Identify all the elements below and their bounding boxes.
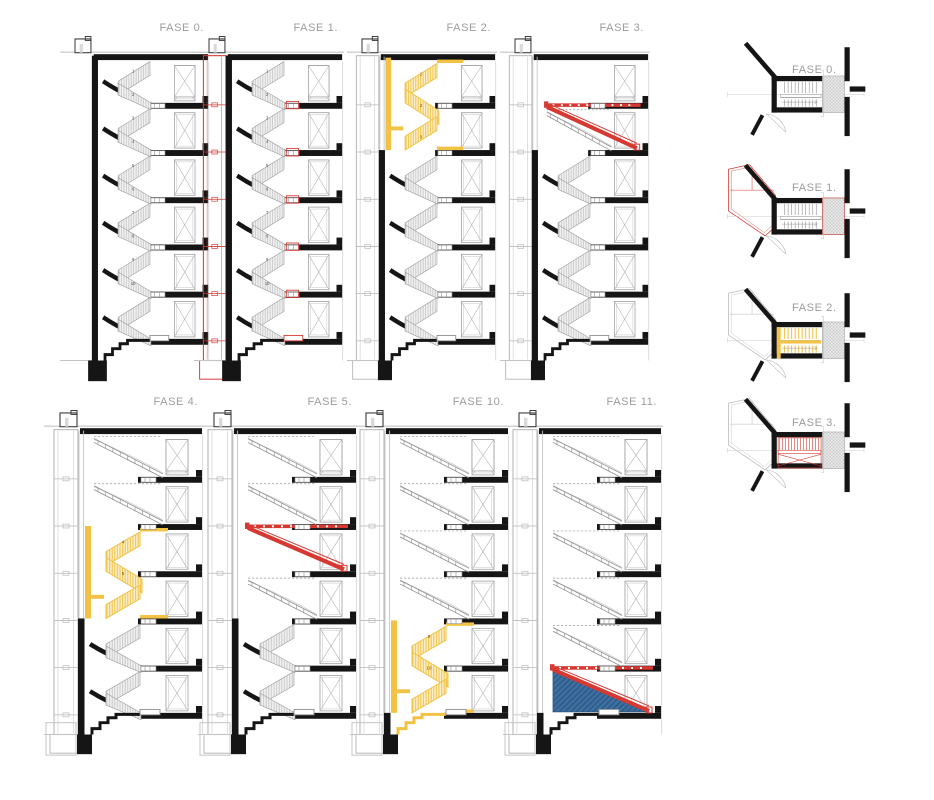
section-drawing-fase-11 [503, 410, 663, 756]
svg-text:10: 10 [265, 281, 270, 286]
section-fase-1: FASE 1. 1 2 3 4 5 6 7 8 9 10 [194, 22, 344, 390]
plan-drawing-plan-fase-2 [727, 288, 866, 383]
section-fase-0: FASE 0. 1 2 3 4 5 6 7 8 9 10 [60, 22, 210, 390]
section-fase-11: FASE 11. [503, 396, 663, 764]
svg-text:2: 2 [420, 103, 423, 108]
svg-text:3: 3 [132, 115, 135, 120]
section-drawing-fase-5 [198, 410, 358, 756]
plan-plan-fase-1: FASE 1. [726, 164, 866, 262]
section-label-fase-11: FASE 11. [606, 396, 657, 408]
section-drawing-fase-1: 1 2 3 4 5 6 7 8 9 10 [194, 36, 344, 382]
section-label-fase-10: FASE 10. [452, 396, 504, 408]
plan-drawing-plan-fase-3 [727, 398, 866, 493]
svg-text:2: 2 [132, 92, 135, 97]
svg-text:9: 9 [428, 634, 431, 639]
svg-text:5: 5 [132, 163, 135, 168]
section-label-fase-5: FASE 5. [307, 396, 352, 408]
svg-text:3: 3 [266, 115, 269, 120]
svg-text:8: 8 [132, 233, 135, 238]
section-label-fase-4: FASE 4. [153, 396, 198, 408]
svg-text:5: 5 [122, 571, 125, 576]
section-fase-5: FASE 5. [198, 396, 358, 764]
svg-text:7: 7 [132, 210, 135, 215]
section-label-fase-2: FASE 2. [446, 22, 491, 34]
plan-drawing-plan-fase-0 [727, 42, 866, 137]
svg-text:7: 7 [266, 210, 269, 215]
section-label-fase-0: FASE 0. [159, 22, 204, 34]
svg-text:10: 10 [427, 666, 432, 671]
plan-label-plan-fase-3: FASE 3. [792, 417, 837, 429]
svg-text:6: 6 [132, 186, 135, 191]
svg-text:4: 4 [132, 139, 135, 144]
plan-label-plan-fase-0: FASE 0. [792, 64, 837, 76]
svg-text:5: 5 [266, 163, 269, 168]
svg-text:2: 2 [266, 92, 269, 97]
svg-text:3: 3 [420, 134, 423, 139]
plan-label-plan-fase-1: FASE 1. [792, 182, 837, 194]
plan-label-plan-fase-2: FASE 2. [792, 302, 837, 314]
plan-plan-fase-2: FASE 2. [726, 288, 866, 386]
svg-text:1: 1 [420, 71, 423, 76]
section-fase-3: FASE 3. [500, 22, 650, 390]
svg-text:9: 9 [132, 257, 135, 262]
svg-text:1: 1 [266, 68, 269, 73]
section-label-fase-3: FASE 3. [599, 22, 644, 34]
section-drawing-fase-0: 1 2 3 4 5 6 7 8 9 10 [60, 36, 210, 382]
svg-text:6: 6 [266, 186, 269, 191]
svg-text:9: 9 [266, 257, 269, 262]
svg-text:1: 1 [132, 68, 135, 73]
section-fase-4: FASE 4. 4 5 [44, 396, 204, 764]
svg-text:4: 4 [122, 540, 125, 545]
plan-drawing-plan-fase-1 [727, 164, 866, 259]
section-drawing-fase-4: 45 [44, 410, 204, 756]
plan-plan-fase-3: FASE 3. [726, 398, 866, 496]
svg-text:10: 10 [131, 281, 136, 286]
section-drawing-fase-2: 1 2 3 [347, 36, 497, 381]
svg-text:4: 4 [266, 139, 269, 144]
plan-plan-fase-0: FASE 0. [726, 42, 866, 140]
svg-text:8: 8 [266, 233, 269, 238]
section-fase-2: FASE 2. 1 2 3 [347, 22, 497, 390]
section-drawing-fase-3 [500, 36, 650, 381]
section-fase-10: FASE 10. 9 10 [350, 396, 510, 764]
section-label-fase-1: FASE 1. [293, 22, 338, 34]
section-drawing-fase-10: 9 10 [350, 410, 510, 756]
